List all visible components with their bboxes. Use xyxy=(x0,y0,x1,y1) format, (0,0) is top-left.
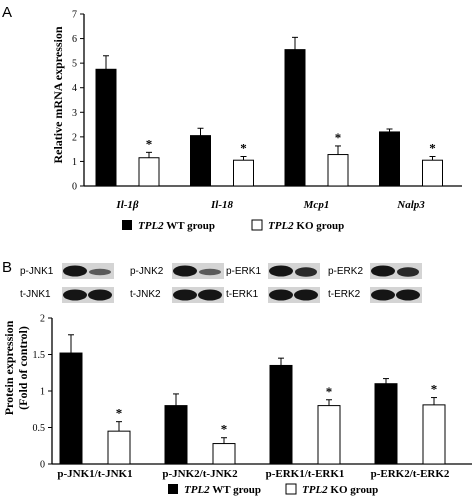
legend-b-ko-label: TPL2 KO group xyxy=(302,484,378,496)
blot-band xyxy=(198,289,222,301)
panel-b-y-tick-label: 1.5 xyxy=(33,350,46,361)
panel-a-category-label: Nalp3 xyxy=(396,199,425,211)
panel-a-wt-bar xyxy=(95,68,117,187)
panel-b-category-label: p-JNK2/t-JNK2 xyxy=(162,468,238,480)
panel-b-y-axis-label-line1: Protein expression xyxy=(2,320,16,415)
panel-b-significance-star: * xyxy=(116,406,123,421)
panel-b-y-tick-label: 1 xyxy=(40,387,45,398)
panel-a-ko-bar xyxy=(233,159,254,187)
legend-wt-swatch xyxy=(122,220,132,230)
panel-a-y-tick-label: 3 xyxy=(72,108,77,119)
panel-b-y-tick-label: 2 xyxy=(40,314,45,325)
panel-a-category-label: Il-1β xyxy=(115,199,139,211)
panel-a-letter: A xyxy=(2,4,12,21)
panel-b-letter: B xyxy=(2,259,12,276)
panel-b-ko-bar xyxy=(212,443,236,465)
blot-band xyxy=(88,289,112,301)
legend-b-ko-swatch xyxy=(285,483,297,495)
panel-b-bar-chart: 0 0.5 1 1.5 2 * p-JNK1/t-JNK1 * p-JNK2/t-JNK2 * p-… xyxy=(33,314,472,480)
panel-a-y-tick-label: 6 xyxy=(72,34,77,45)
panel-b-wt-bar xyxy=(269,364,293,465)
panel-a-category-label: Il-18 xyxy=(210,199,234,211)
panel-a-y-tick-label: 4 xyxy=(72,83,77,94)
blot-band xyxy=(269,289,293,301)
panel-a-significance-star: * xyxy=(146,136,153,151)
blot-label-total: t-ERK1 xyxy=(226,289,259,300)
panel-b-ko-bar xyxy=(317,405,341,465)
panel-a-category-label: Mcp1 xyxy=(303,199,330,211)
panel-a-significance-star: * xyxy=(335,130,342,145)
panel-a-y-tick-label: 5 xyxy=(72,59,77,70)
blot-label-total: t-JNK2 xyxy=(130,289,161,300)
blot-band xyxy=(199,268,221,276)
legend-b-wt-swatch xyxy=(168,484,178,494)
blot-band xyxy=(295,267,317,277)
panel-a-ko-bar xyxy=(422,159,443,187)
panel-b-ko-bar xyxy=(422,404,446,465)
panel-a-significance-star: * xyxy=(240,141,247,156)
panel-a-ko-bar xyxy=(327,154,349,187)
panel-a-y-tick-label: 2 xyxy=(72,132,77,143)
panel-b-y-axis-label-line2: (Fold of control) xyxy=(16,326,30,410)
panel-a-wt-bar xyxy=(379,131,400,187)
legend-ko-swatch xyxy=(251,219,263,231)
blot-label-phospho: p-ERK2 xyxy=(328,266,363,277)
blot-band xyxy=(63,265,87,277)
panel-b-ko-bar xyxy=(107,430,131,465)
panel-a-legend: TPL2 WT group TPL2 KO group xyxy=(122,219,344,232)
panel-a-significance-star: * xyxy=(429,141,436,156)
legend-b-wt-label: TPL2 WT group xyxy=(184,484,261,496)
panel-a-y-tick-label: 1 xyxy=(72,157,77,168)
panel-b-wt-bar xyxy=(59,352,83,465)
panel-a-y-axis-label: Relative mRNA expression xyxy=(51,26,65,163)
panel-b-significance-star: * xyxy=(431,382,438,397)
legend-ko-label: TPL2 KO group xyxy=(268,220,344,232)
panel-b-significance-star: * xyxy=(221,422,228,437)
blot-band xyxy=(397,267,419,277)
panel-b-category-label: p-ERK2/t-ERK2 xyxy=(371,468,450,480)
blot-band xyxy=(294,289,318,301)
blot-band xyxy=(173,289,197,301)
blot-band xyxy=(89,268,111,276)
blot-band xyxy=(63,289,87,301)
panel-b-wt-bar xyxy=(374,383,398,465)
panel-a-bar-chart: 0 1 2 3 4 5 6 7 * Il-1β * Il-18 * Mcp1 * Nalp3 xyxy=(72,10,462,211)
panel-b-category-label: p-ERK1/t-ERK1 xyxy=(266,468,345,480)
panel-b-y-tick-label: 0 xyxy=(40,460,45,471)
western-blots: p-JNK1 t-JNK1 p-JNK2 t-JNK2 p-ERK1 t-ERK1 p-ER… xyxy=(20,263,422,303)
panel-a-wt-bar xyxy=(284,49,306,187)
panel-a-wt-bar xyxy=(190,135,211,187)
blot-band xyxy=(396,289,420,301)
blot-label-total: t-JNK1 xyxy=(20,289,51,300)
panel-a-ko-bar xyxy=(138,157,160,187)
blot-band xyxy=(173,265,197,277)
blot-label-total: t-ERK2 xyxy=(328,289,361,300)
panel-b-wt-bar xyxy=(164,405,188,465)
panel-b-significance-star: * xyxy=(326,384,333,399)
panel-b-category-label: p-JNK1/t-JNK1 xyxy=(57,468,132,480)
panel-a-y-tick-label: 7 xyxy=(72,10,77,21)
blot-label-phospho: p-JNK2 xyxy=(130,266,164,277)
panel-b-y-tick-label: 0.5 xyxy=(33,423,46,434)
blot-band xyxy=(269,265,293,277)
legend-wt-label: TPL2 WT group xyxy=(138,220,215,232)
blot-band xyxy=(371,289,395,301)
panel-a-y-tick-label: 0 xyxy=(72,182,77,193)
panel-b-legend: TPL2 WT group TPL2 KO group xyxy=(168,483,378,496)
blot-band xyxy=(371,265,395,277)
blot-label-phospho: p-JNK1 xyxy=(20,266,54,277)
blot-label-phospho: p-ERK1 xyxy=(226,266,261,277)
